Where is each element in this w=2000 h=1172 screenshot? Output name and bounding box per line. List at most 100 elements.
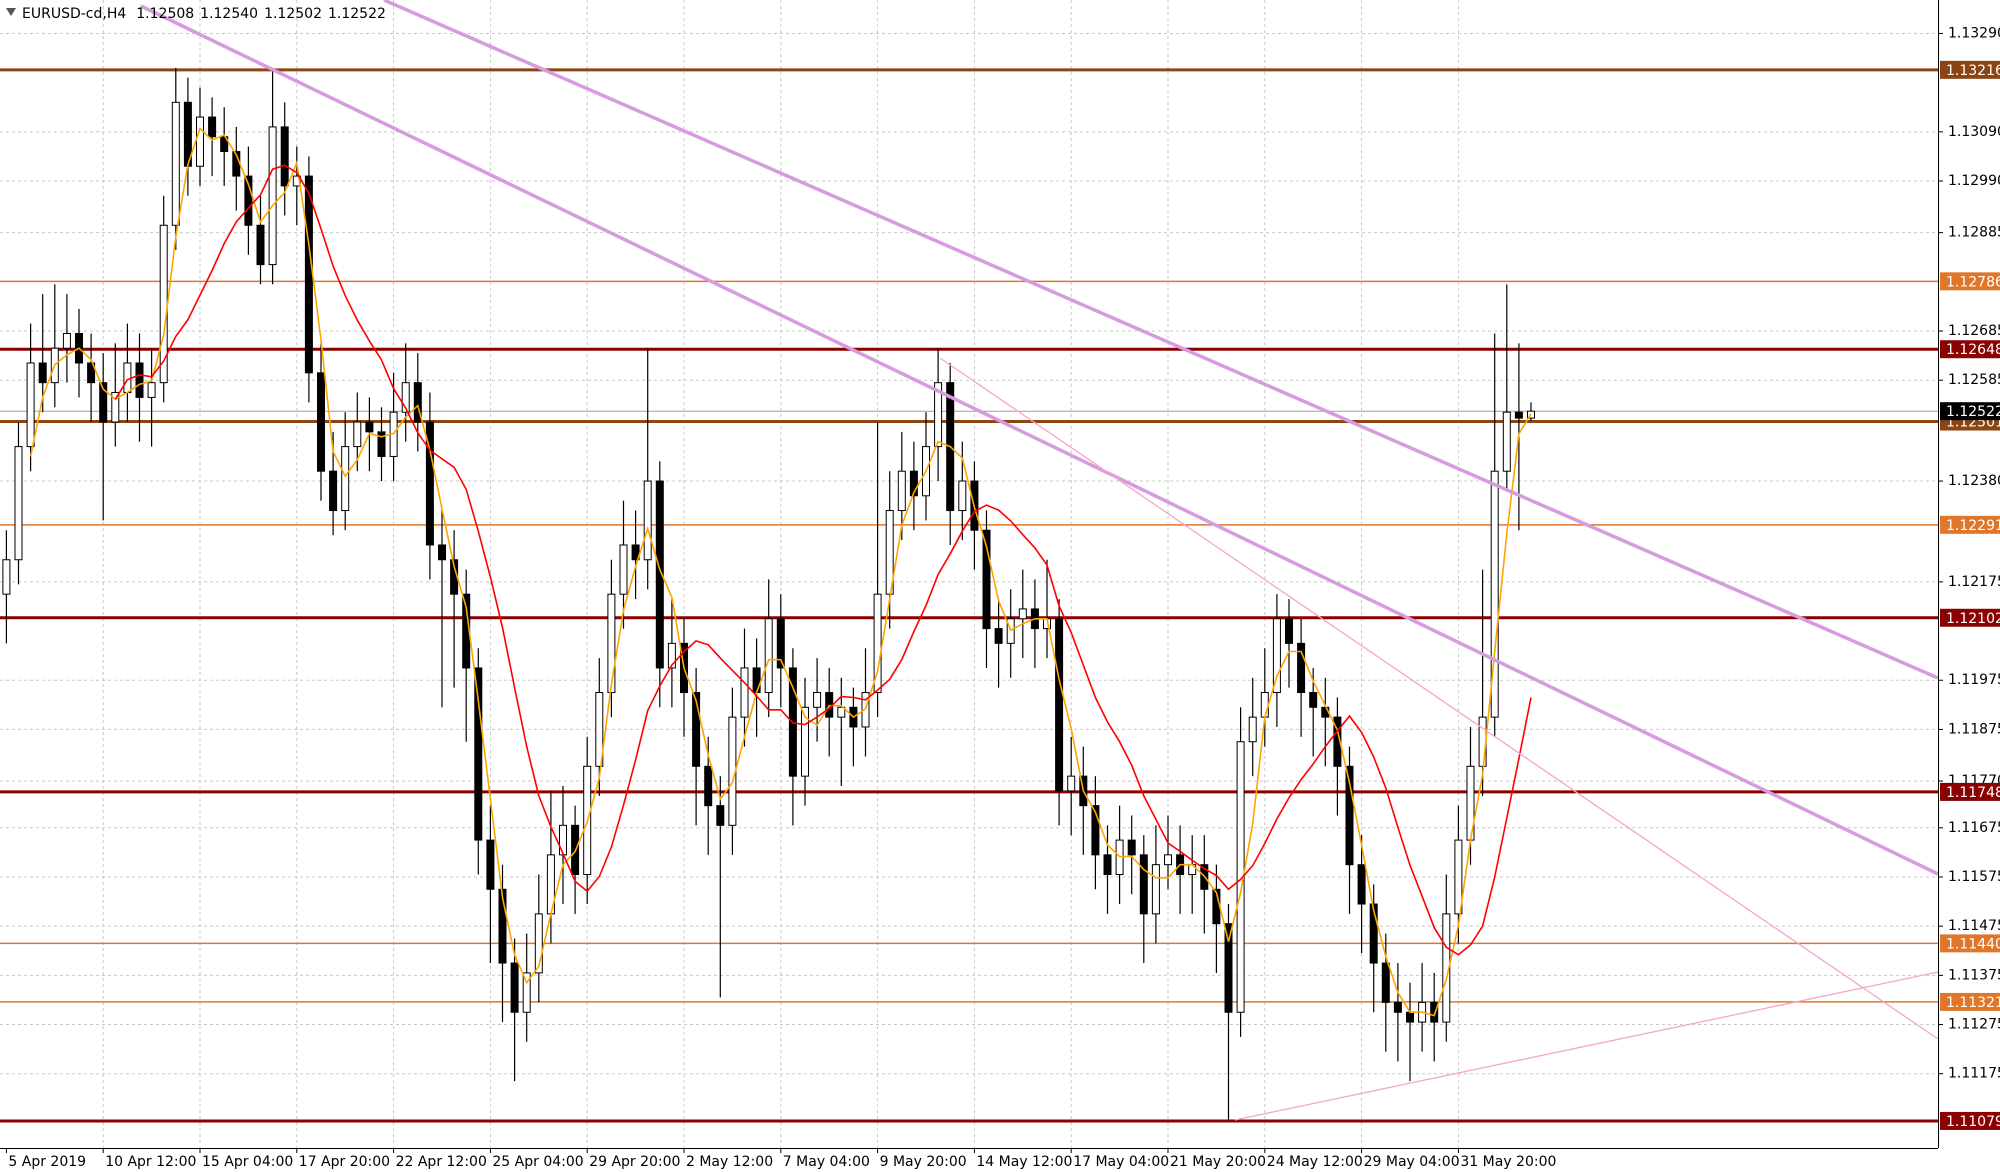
candle-body bbox=[196, 116, 204, 167]
candle-body bbox=[873, 593, 882, 694]
current-price-label: 1.12522 bbox=[1946, 404, 2000, 420]
candle-body bbox=[38, 362, 47, 384]
y-tick-label: 1.11375 bbox=[1948, 967, 2000, 983]
moving-average bbox=[29, 127, 1532, 1017]
y-tick-label: 1.11875 bbox=[1948, 721, 2000, 737]
x-tick-label: 24 May 12:00 bbox=[1267, 1154, 1363, 1170]
y-tick-label: 1.12175 bbox=[1948, 574, 2000, 590]
y-tick-label: 1.11275 bbox=[1948, 1017, 2000, 1033]
candle-body bbox=[655, 480, 664, 669]
candle-body bbox=[510, 962, 519, 1013]
candle-body bbox=[14, 446, 23, 561]
candle-body bbox=[1454, 839, 1463, 915]
x-tick-label: 10 Apr 12:00 bbox=[105, 1154, 196, 1170]
candle-body bbox=[897, 470, 906, 512]
y-tick-label: 1.12685 bbox=[1948, 323, 2000, 339]
candle-body bbox=[1333, 716, 1342, 767]
candle-body bbox=[837, 706, 846, 718]
candle-body bbox=[26, 362, 35, 448]
candle-body bbox=[1357, 864, 1366, 905]
y-tick-label: 1.12885 bbox=[1948, 225, 2000, 241]
ohlc-low: 1.12502 bbox=[264, 6, 322, 22]
x-tick-label: 31 May 20:00 bbox=[1460, 1154, 1556, 1170]
candle-body bbox=[304, 175, 313, 374]
chart-header: EURUSD-cd,H4 1.12508 1.12540 1.12502 1.12522 bbox=[22, 6, 386, 22]
candle-body bbox=[1285, 618, 1293, 644]
level-label: 1.11079 bbox=[1946, 1114, 2000, 1130]
x-tick-label: 17 May 04:00 bbox=[1073, 1154, 1169, 1170]
candle-body bbox=[1055, 618, 1064, 792]
y-tick-label: 1.13090 bbox=[1948, 124, 2000, 140]
candle-body bbox=[123, 362, 132, 394]
candle-body bbox=[1127, 839, 1136, 856]
candle-body bbox=[1067, 775, 1076, 792]
candle-body bbox=[317, 372, 325, 472]
x-tick-label: 15 Apr 04:00 bbox=[202, 1154, 293, 1170]
candle-body bbox=[329, 470, 338, 512]
candle-body bbox=[801, 706, 809, 777]
level-label-box bbox=[1940, 340, 2000, 359]
candle-body bbox=[1248, 716, 1257, 743]
candle-body bbox=[256, 224, 265, 266]
level-label-box bbox=[1940, 1111, 2000, 1130]
trendline bbox=[1234, 971, 1939, 1121]
moving-average bbox=[114, 164, 1532, 956]
x-tick-label: 22 Apr 12:00 bbox=[396, 1154, 487, 1170]
candle-body bbox=[498, 888, 507, 964]
grid bbox=[0, 0, 1938, 1148]
y-tick-label: 1.12380 bbox=[1948, 473, 2000, 489]
candle-body bbox=[1369, 903, 1378, 964]
candle-body bbox=[813, 692, 822, 708]
ohlc-high: 1.12540 bbox=[200, 6, 258, 22]
candle-body bbox=[438, 544, 446, 561]
candle-body bbox=[1345, 765, 1354, 866]
candle-body bbox=[365, 421, 374, 433]
candle-body bbox=[268, 126, 277, 266]
levels bbox=[0, 68, 1938, 1123]
current-price-box bbox=[1940, 402, 2000, 421]
candle-body bbox=[171, 101, 180, 226]
candle-body bbox=[740, 667, 749, 718]
x-tick-label: 29 Apr 20:00 bbox=[589, 1154, 680, 1170]
candle-body bbox=[1430, 1001, 1439, 1023]
level-label: 1.12786 bbox=[1946, 274, 2000, 290]
candle-body bbox=[1018, 608, 1027, 620]
level-label-box bbox=[1940, 992, 2000, 1011]
candle-body bbox=[1091, 805, 1100, 856]
x-tick-label: 7 May 04:00 bbox=[783, 1154, 870, 1170]
level-label: 1.13216 bbox=[1946, 63, 2000, 79]
moving-averages bbox=[29, 127, 1532, 1017]
x-tick-label: 9 May 20:00 bbox=[880, 1154, 967, 1170]
trendlines bbox=[140, 0, 1939, 1121]
candle-body bbox=[934, 382, 943, 448]
level-label: 1.12291 bbox=[1946, 518, 2000, 534]
candle-body bbox=[1442, 913, 1451, 1023]
candle-body bbox=[1260, 692, 1269, 718]
ohlc-open: 1.12508 bbox=[136, 6, 194, 22]
candle-body bbox=[716, 805, 725, 826]
candle-body bbox=[147, 382, 156, 398]
x-tick-label: 14 May 12:00 bbox=[976, 1154, 1072, 1170]
candle-body bbox=[1139, 854, 1148, 915]
candle-body bbox=[764, 618, 773, 694]
x-tick-label: 5 Apr 2019 bbox=[8, 1154, 86, 1170]
candle-body bbox=[292, 175, 301, 187]
candle-body bbox=[377, 431, 386, 457]
candle-body bbox=[1381, 962, 1390, 1003]
candle-body bbox=[958, 480, 967, 512]
candle-body bbox=[704, 765, 713, 807]
trendline bbox=[383, 0, 1939, 680]
candle-body bbox=[1406, 1011, 1414, 1023]
level-label-box bbox=[1940, 934, 2000, 953]
level-label-box bbox=[1940, 60, 2000, 79]
candle-body bbox=[752, 667, 761, 694]
candle-body bbox=[1502, 411, 1511, 472]
candle-body bbox=[994, 628, 1003, 644]
candle-body bbox=[87, 362, 96, 384]
candle-body bbox=[220, 136, 229, 152]
